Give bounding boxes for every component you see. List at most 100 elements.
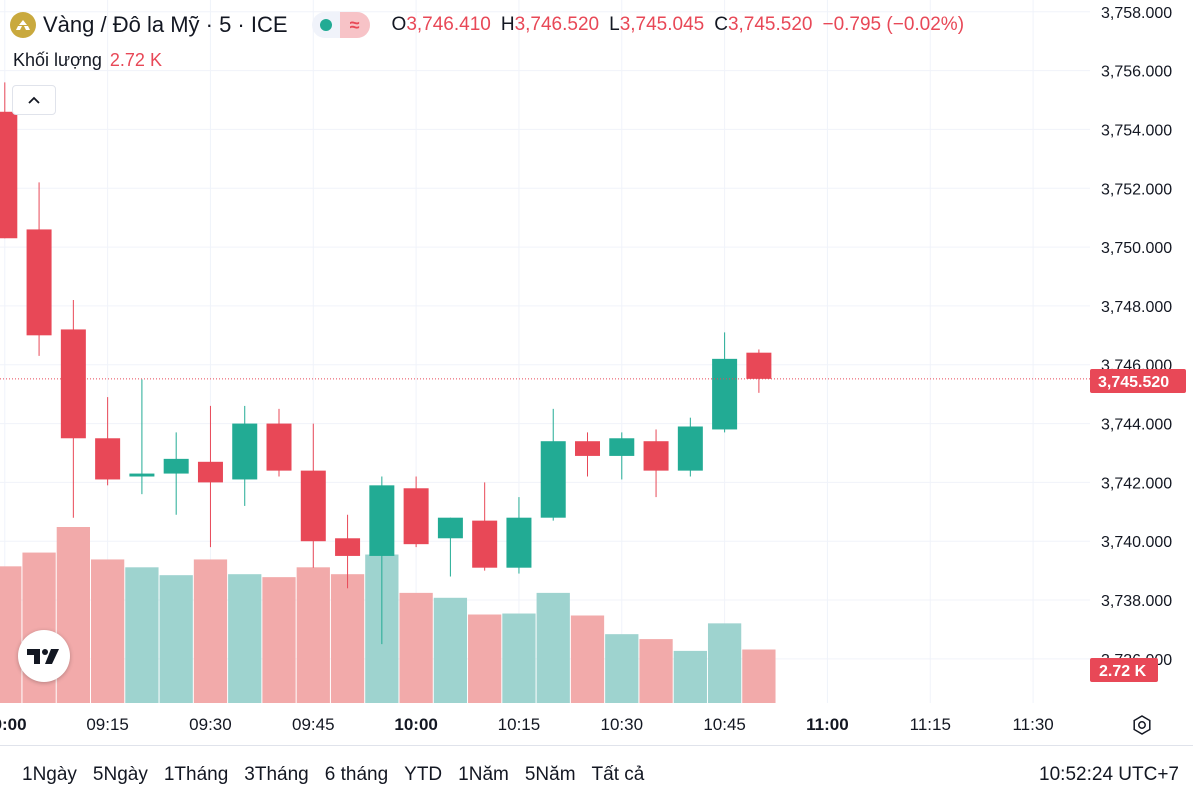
- candle-body: [746, 352, 772, 379]
- candle-body: [437, 517, 463, 539]
- low-value: 3,745.045: [619, 14, 705, 35]
- time-tick-label: 10:15: [498, 715, 541, 734]
- candle-body: [712, 358, 738, 430]
- price-tick-label: 3,742.000: [1101, 475, 1172, 492]
- volume-value: 2.72 K: [109, 50, 162, 70]
- volume-bar: [433, 597, 468, 703]
- collapse-legend-button[interactable]: [12, 85, 56, 115]
- range-5-years[interactable]: 5Năm: [524, 764, 576, 785]
- symbol-title[interactable]: Vàng / Đô la Mỹ · 5 · ICE: [43, 12, 288, 37]
- price-tick-label: 3,744.000: [1101, 417, 1172, 434]
- volume-bars: [0, 527, 776, 703]
- volume-bar: [0, 566, 22, 703]
- volume-bar: [707, 623, 742, 703]
- volume-bar: [296, 567, 330, 703]
- volume-bar: [468, 614, 502, 703]
- price-tick-label: 3,738.000: [1101, 593, 1172, 610]
- volume-bar: [56, 527, 90, 703]
- candle-body: [575, 441, 601, 456]
- candle-body: [300, 470, 326, 542]
- open-label: O: [391, 14, 407, 35]
- date-range-selector: 1Ngày 5Ngày 1Tháng 3Tháng 6 tháng YTD 1N…: [14, 764, 652, 786]
- bottom-toolbar: 1Ngày 5Ngày 1Tháng 3Tháng 6 tháng YTD 1N…: [0, 745, 1193, 804]
- candle-body: [506, 517, 532, 568]
- candlesticks: [0, 82, 772, 645]
- tradingview-logo-icon[interactable]: [18, 630, 70, 682]
- volume-bar: [193, 559, 228, 703]
- time-axis[interactable]: 09:00 09:15 09:30 09:45 10:00 10:15 10:30 10:45…: [0, 715, 1054, 734]
- candle-body: [609, 438, 635, 456]
- volume-legend: Khối lượng 2.72 K: [13, 50, 162, 71]
- time-tick-label: 09:45: [292, 715, 335, 734]
- price-tick-label: 3,758.000: [1101, 5, 1172, 22]
- candle-body: [403, 488, 429, 545]
- volume-label: Khối lượng: [13, 50, 102, 70]
- candle-body: [95, 438, 121, 480]
- low-label: L: [609, 14, 620, 35]
- chevron-up-icon: [28, 96, 40, 104]
- candle-body: [60, 329, 86, 439]
- candle-body: [472, 520, 498, 568]
- time-tick-label: 10:00: [394, 715, 437, 734]
- time-tick-label: 09:30: [189, 715, 232, 734]
- volume-bar: [228, 574, 262, 703]
- ohlc-values: O 3,746.410 H 3,746.520 L 3,745.045 C 3,745.…: [392, 14, 975, 36]
- range-5-days[interactable]: 5Ngày: [92, 764, 148, 785]
- range-all[interactable]: Tất cả: [591, 764, 645, 785]
- settings-icon[interactable]: [1129, 712, 1155, 738]
- range-1-month[interactable]: 1Tháng: [163, 764, 229, 785]
- time-tick-label: 11:00: [806, 715, 849, 734]
- volume-bar: [502, 613, 536, 703]
- range-1-day[interactable]: 1Ngày: [22, 764, 77, 785]
- price-chart[interactable]: 3,758.000 3,756.000 3,754.000 3,752.000 3,75…: [0, 0, 1193, 745]
- range-6-months[interactable]: 6 tháng: [324, 764, 389, 785]
- last-price-marker-text: 3,745.520: [1098, 374, 1169, 391]
- range-ytd[interactable]: YTD: [404, 764, 443, 785]
- time-tick-label: 11:30: [1012, 715, 1053, 734]
- price-tick-label: 3,752.000: [1101, 181, 1172, 198]
- candle-body: [163, 458, 189, 474]
- range-3-months[interactable]: 3Tháng: [244, 764, 309, 785]
- high-label: H: [500, 14, 515, 35]
- price-axis[interactable]: 3,758.000 3,756.000 3,754.000 3,752.000 3,75…: [1101, 5, 1172, 669]
- candle-body: [197, 461, 223, 483]
- last-price-marker: [1090, 369, 1186, 393]
- candle-body: [643, 441, 669, 471]
- high-value: 3,746.520: [514, 14, 600, 35]
- candle-body: [540, 441, 566, 518]
- candle-body: [266, 423, 292, 471]
- price-tick-label: 3,754.000: [1101, 122, 1172, 139]
- chart-legend-header: Vàng / Đô la Mỹ · 5 · ICE ≈ O 3,746.410 H…: [10, 8, 974, 42]
- volume-bar: [639, 639, 673, 703]
- volume-marker-text: 2.72 K: [1099, 663, 1147, 680]
- price-tick-label: 3,740.000: [1101, 534, 1172, 551]
- volume-bar: [125, 567, 159, 703]
- market-status[interactable]: ≈: [311, 12, 370, 38]
- volume-bar: [605, 634, 639, 703]
- gold-coin-icon: [10, 12, 36, 38]
- time-tick-label: 11:15: [910, 715, 951, 734]
- timezone-clock[interactable]: 10:52:24 UTC+7: [1039, 764, 1179, 785]
- candle-body: [677, 426, 703, 471]
- price-tick-label: 3,748.000: [1101, 299, 1172, 316]
- close-label: C: [714, 14, 728, 35]
- time-tick-label: 10:30: [601, 715, 644, 734]
- data-delay-icon: ≈: [339, 12, 370, 38]
- volume-bar: [570, 615, 605, 703]
- candle-body: [0, 111, 18, 239]
- open-value: 3,746.410: [406, 14, 491, 35]
- volume-bar: [90, 559, 125, 703]
- volume-bar: [399, 592, 433, 703]
- volume-bar: [536, 592, 570, 703]
- candle-body: [369, 485, 395, 556]
- live-dot-icon: [319, 19, 332, 31]
- volume-bar: [159, 575, 193, 703]
- volume-bar: [330, 574, 365, 703]
- range-1-year[interactable]: 1Năm: [458, 764, 509, 785]
- candle-body: [129, 473, 155, 477]
- candle-body: [26, 229, 52, 336]
- time-tick-label: 09:00: [0, 715, 27, 734]
- time-tick-label: 10:45: [703, 715, 746, 734]
- volume-bar: [742, 649, 776, 703]
- axis-markers: 3,745.520 2.72 K: [1090, 369, 1186, 682]
